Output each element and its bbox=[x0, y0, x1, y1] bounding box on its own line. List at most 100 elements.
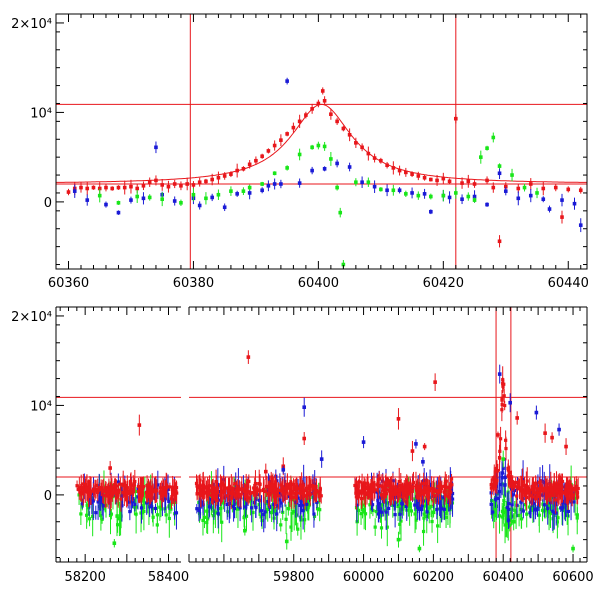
blue-data-point bbox=[493, 490, 497, 508]
data-point bbox=[261, 487, 266, 491]
blue-data-point bbox=[413, 499, 417, 511]
red-data-point bbox=[537, 477, 542, 488]
red-data-point bbox=[360, 143, 364, 152]
data-point bbox=[335, 119, 339, 124]
red-data-point bbox=[354, 137, 358, 148]
data-point bbox=[172, 199, 177, 203]
red-data-point bbox=[416, 171, 421, 181]
data-point bbox=[438, 488, 443, 493]
data-point bbox=[303, 518, 307, 522]
data-point bbox=[416, 174, 421, 178]
red-data-point bbox=[66, 188, 71, 196]
data-point bbox=[422, 175, 427, 180]
red-data-point bbox=[560, 482, 565, 503]
data-point bbox=[510, 503, 514, 507]
data-point bbox=[122, 185, 127, 190]
data-point bbox=[251, 510, 255, 515]
red-data-point bbox=[210, 173, 214, 186]
data-point bbox=[341, 126, 346, 131]
blue-data-point bbox=[156, 470, 160, 500]
data-point bbox=[280, 485, 284, 489]
red-data-point bbox=[111, 487, 116, 498]
data-point bbox=[355, 488, 360, 492]
green-data-point bbox=[135, 190, 140, 203]
data-point bbox=[237, 494, 241, 498]
data-point bbox=[547, 509, 551, 513]
red-data-point bbox=[391, 473, 395, 501]
green-data-point bbox=[260, 181, 264, 187]
red-data-point bbox=[198, 473, 202, 487]
blue-data-point bbox=[505, 492, 509, 523]
red-data-point bbox=[132, 478, 136, 492]
data-point bbox=[115, 523, 120, 527]
data-point bbox=[312, 514, 317, 518]
red-data-point bbox=[79, 474, 83, 501]
data-point bbox=[392, 503, 396, 507]
data-point bbox=[251, 490, 255, 495]
red-data-point bbox=[218, 474, 223, 496]
blue-data-point bbox=[126, 495, 130, 509]
green-data-point bbox=[535, 187, 539, 199]
red-data-point bbox=[304, 111, 308, 119]
blue-data-point bbox=[496, 478, 500, 519]
data-point bbox=[491, 135, 496, 140]
red-data-point bbox=[506, 463, 510, 474]
data-point bbox=[247, 162, 252, 167]
red-data-point bbox=[281, 479, 285, 502]
data-point bbox=[201, 484, 205, 488]
red-data-point bbox=[191, 181, 196, 189]
data-point bbox=[206, 517, 210, 521]
red-outlier-point bbox=[550, 432, 554, 443]
data-point bbox=[167, 499, 171, 504]
data-point bbox=[264, 469, 268, 474]
red-data-point bbox=[201, 472, 205, 500]
data-point bbox=[496, 469, 500, 473]
data-point bbox=[264, 501, 268, 506]
data-point bbox=[553, 185, 558, 190]
data-point bbox=[120, 494, 124, 498]
data-point bbox=[275, 503, 279, 508]
green-data-point bbox=[422, 506, 426, 531]
data-point bbox=[94, 511, 98, 515]
data-point bbox=[534, 497, 538, 501]
data-point bbox=[490, 482, 494, 486]
red-data-point bbox=[164, 472, 168, 501]
blue-outlier-point bbox=[281, 465, 286, 474]
data-point bbox=[236, 490, 240, 494]
data-point bbox=[404, 192, 408, 196]
red-data-point bbox=[512, 481, 517, 491]
x-tick-label: 60420 bbox=[423, 276, 464, 291]
data-point bbox=[560, 198, 564, 202]
data-point bbox=[359, 489, 364, 493]
data-point bbox=[566, 494, 570, 498]
data-point bbox=[422, 444, 427, 449]
data-point bbox=[312, 486, 316, 490]
green-data-point bbox=[492, 499, 496, 529]
data-point bbox=[370, 503, 375, 507]
data-point bbox=[218, 483, 223, 487]
data-point bbox=[417, 488, 422, 492]
data-point bbox=[578, 188, 583, 193]
red-data-point bbox=[260, 153, 264, 159]
green-data-point bbox=[555, 505, 559, 539]
data-point bbox=[111, 490, 116, 495]
red-data-point bbox=[312, 478, 316, 498]
red-data-point bbox=[434, 487, 438, 505]
data-point bbox=[399, 488, 403, 492]
red-data-point bbox=[504, 430, 508, 451]
data-point bbox=[353, 483, 357, 488]
data-point bbox=[433, 380, 437, 384]
data-point bbox=[535, 191, 539, 195]
red-data-point bbox=[75, 480, 79, 491]
data-point bbox=[72, 189, 77, 193]
data-point bbox=[522, 185, 527, 190]
red-data-point bbox=[411, 473, 415, 502]
red-outlier-point bbox=[108, 460, 112, 476]
green-data-point bbox=[206, 503, 210, 535]
data-point bbox=[204, 196, 208, 201]
data-point bbox=[516, 186, 521, 191]
data-point bbox=[411, 480, 416, 485]
green-data-point bbox=[466, 192, 471, 201]
blue-data-point bbox=[207, 497, 211, 517]
blue-data-point bbox=[94, 505, 98, 520]
